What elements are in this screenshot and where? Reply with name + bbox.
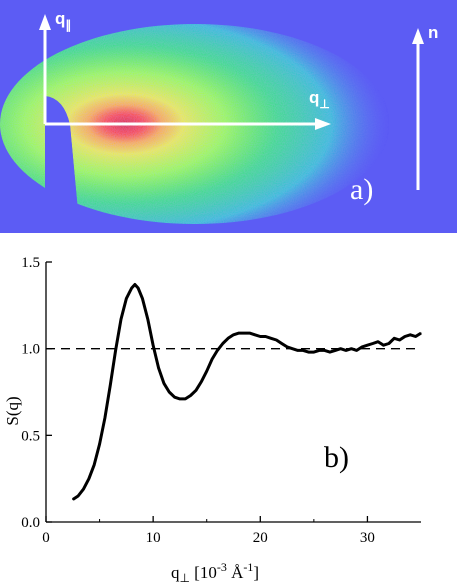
data-point: [98, 443, 101, 445]
data-point: [222, 342, 224, 345]
data-point: [206, 370, 208, 372]
data-point: [329, 351, 331, 353]
data-point: [350, 348, 352, 350]
y-tick-label: 1.0: [21, 342, 40, 358]
data-point: [72, 498, 74, 501]
data-point: [259, 335, 261, 338]
structure-factor-chart: 0 10 20 30 0.0 0.5 1.0 1.5 S(q) q⊥ [10-3 Å-1] b…: [0, 245, 457, 585]
data-point: [265, 335, 267, 338]
data-point: [134, 283, 136, 286]
data-point: [147, 318, 149, 320]
structure-factor-plot: 0 10 20 30 0.0 0.5 1.0 1.5 S(q) q⊥ [10-3 Å-1] b…: [3, 255, 422, 585]
data-point: [163, 382, 165, 384]
data-point: [307, 351, 310, 353]
data-point: [238, 332, 240, 334]
data-point: [211, 358, 213, 360]
data-point: [88, 478, 90, 480]
data-point: [152, 344, 154, 346]
data-point: [409, 334, 411, 336]
data-point: [366, 344, 369, 346]
data-point: [184, 398, 186, 400]
data-point: [179, 398, 181, 400]
data-point: [104, 417, 106, 419]
data-point: [115, 349, 117, 351]
data-point: [125, 297, 127, 299]
data-point: [157, 367, 160, 369]
data-point: [377, 341, 379, 343]
data-point: [82, 488, 85, 490]
scattering-pattern-image: q∥ q⊥ n a): [0, 0, 457, 233]
data-point: [248, 332, 251, 334]
x-tick-label: 10: [146, 530, 161, 546]
data-point: [382, 344, 385, 346]
director-label: n: [428, 23, 438, 42]
scattering-pattern-panel: q∥ q⊥ n a): [0, 0, 457, 233]
series-line: [71, 283, 422, 501]
data-point: [190, 394, 192, 397]
data-point: [393, 337, 395, 339]
data-point: [297, 349, 299, 351]
data-point: [77, 495, 79, 497]
data-point: [420, 332, 422, 334]
y-axis-label: S(q): [3, 396, 22, 425]
data-point: [173, 396, 176, 398]
data-point: [141, 297, 144, 299]
panel-b-label: b): [324, 441, 349, 474]
data-point: [227, 337, 229, 339]
data-point: [232, 334, 235, 336]
q-parallel-arrowhead: [39, 14, 51, 30]
data-point: [372, 342, 374, 345]
data-point: [109, 384, 111, 386]
data-point: [318, 349, 320, 351]
data-point: [361, 346, 363, 348]
data-point: [275, 339, 277, 341]
data-point: [93, 464, 95, 466]
q-parallel-label: q∥: [55, 9, 71, 32]
beamstop-shadow: [45, 96, 80, 233]
data-point: [195, 389, 197, 391]
x-axis-label: q⊥ [10-3 Å-1]: [171, 560, 259, 583]
director-arrowhead: [412, 28, 424, 44]
x-tick-label: 30: [360, 530, 375, 546]
data-point: [415, 335, 417, 338]
x-tick-label: 0: [42, 530, 50, 546]
panel-a-label: a): [350, 173, 373, 206]
y-tick-label: 0.5: [21, 428, 40, 444]
data-point: [323, 349, 326, 351]
data-point: [356, 349, 358, 351]
q-perp-label: q⊥: [309, 88, 330, 111]
q-perp-arrowhead: [315, 118, 331, 130]
data-point: [216, 349, 219, 351]
data-point: [270, 337, 272, 339]
y-tick-label: 0.0: [21, 515, 40, 531]
data-point: [302, 349, 304, 351]
data-point: [200, 381, 202, 383]
data-point: [243, 332, 245, 334]
data-point: [168, 391, 170, 393]
data-point: [404, 335, 406, 338]
data-point: [398, 339, 401, 341]
data-point: [286, 346, 288, 348]
data-point: [334, 349, 336, 351]
data-point: [137, 287, 139, 289]
data-point: [281, 342, 283, 345]
y-tick-label: 1.5: [21, 255, 40, 271]
data-point: [291, 348, 294, 350]
data-point: [340, 348, 342, 350]
data-point: [345, 349, 347, 351]
data-point: [313, 351, 315, 353]
x-tick-label: 20: [253, 530, 268, 546]
data-point: [254, 334, 256, 336]
data-point: [120, 318, 122, 320]
data-point: [131, 287, 133, 289]
data-point: [388, 342, 390, 345]
